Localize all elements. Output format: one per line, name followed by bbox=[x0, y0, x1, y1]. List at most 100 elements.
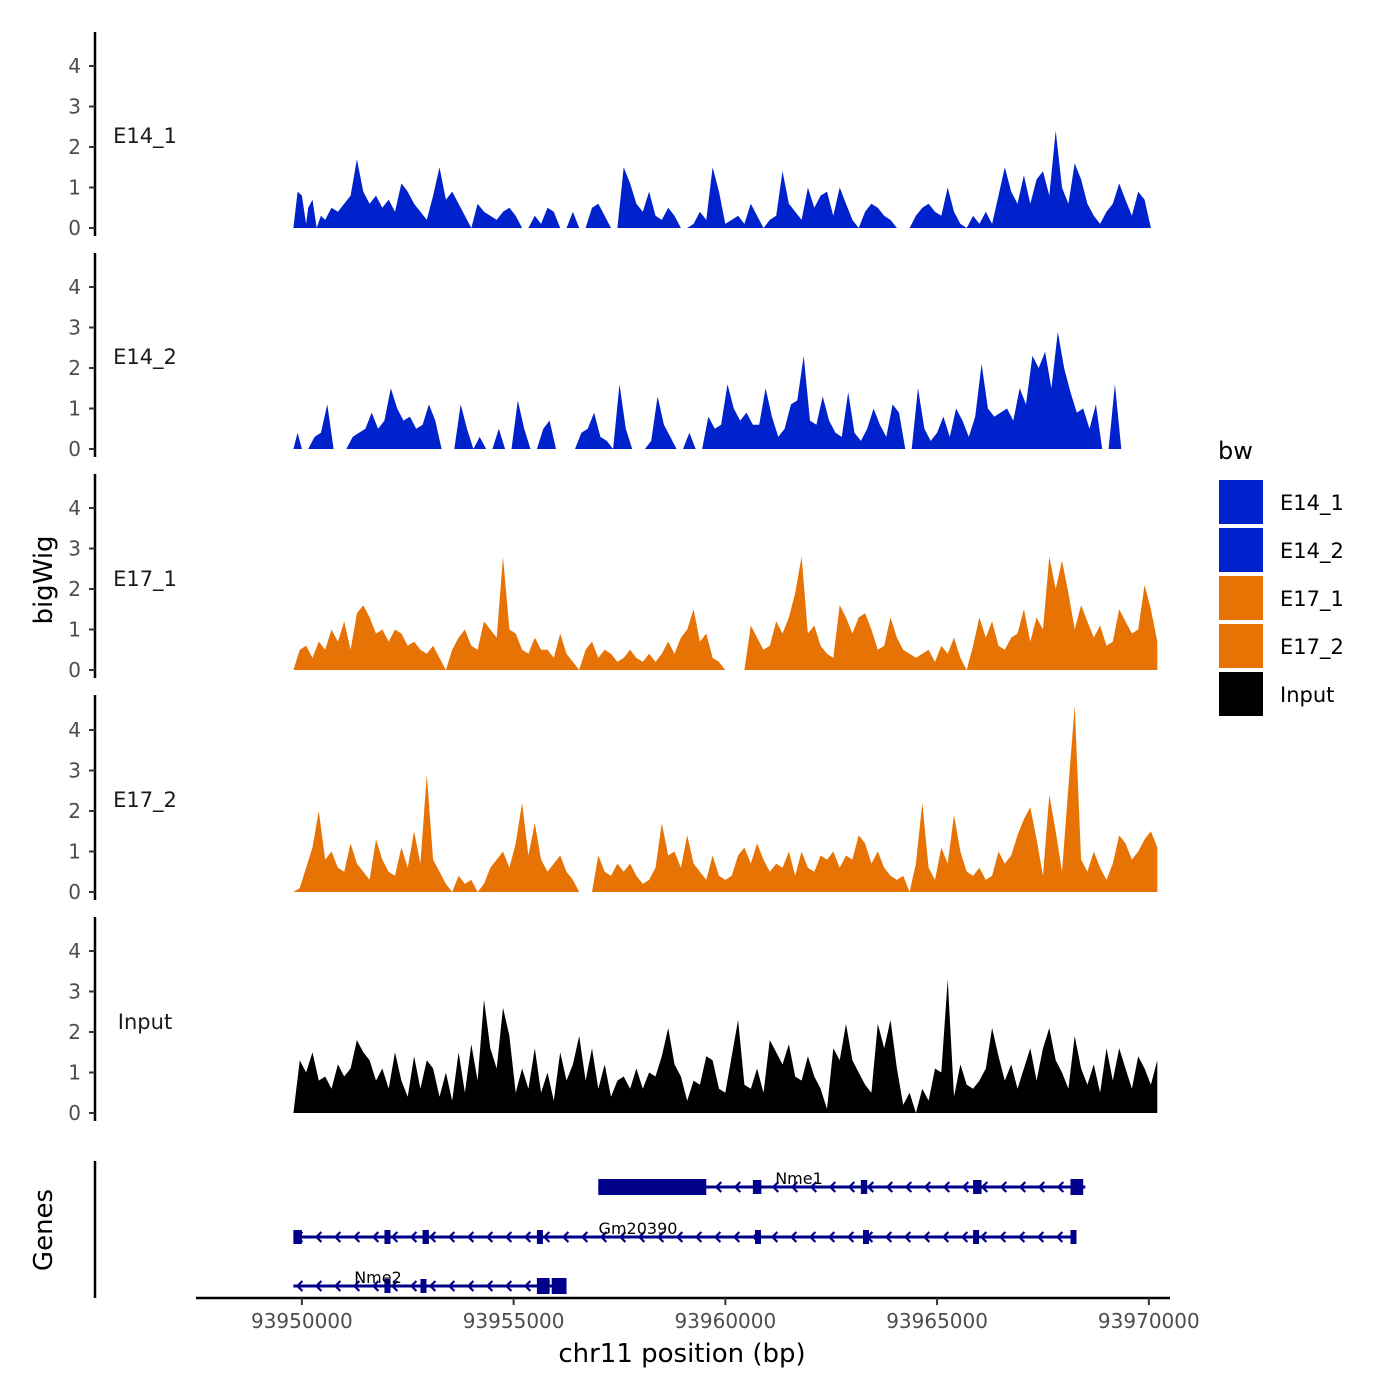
y-tick-label: 1 bbox=[68, 618, 81, 642]
legend-title: bw bbox=[1218, 437, 1253, 465]
strand-arrow bbox=[1037, 1181, 1046, 1193]
strand-arrow bbox=[999, 1181, 1008, 1193]
strand-arrow bbox=[637, 1231, 646, 1243]
strand-arrow bbox=[714, 1181, 723, 1193]
strand-arrow bbox=[371, 1231, 380, 1243]
strand-arrow bbox=[1056, 1181, 1065, 1193]
strand-arrow bbox=[980, 1181, 989, 1193]
strand-arrow bbox=[333, 1231, 342, 1243]
strand-arrow bbox=[885, 1181, 894, 1193]
strand-arrow bbox=[1018, 1181, 1027, 1193]
strand-arrow bbox=[790, 1181, 799, 1193]
y-tick-label: 1 bbox=[68, 176, 81, 200]
strand-arrow bbox=[485, 1280, 494, 1292]
strand-arrow bbox=[942, 1181, 951, 1193]
strand-arrow bbox=[694, 1231, 703, 1243]
gene-exon bbox=[598, 1179, 707, 1195]
gene-exon bbox=[862, 1230, 869, 1244]
y-tick-label: 3 bbox=[68, 980, 81, 1004]
gene-exon bbox=[384, 1230, 391, 1244]
y-tick-label: 2 bbox=[68, 799, 81, 823]
y-tick-label: 4 bbox=[68, 275, 81, 299]
tracks-layer: 0 1 2 3 4 E14_1 0 1 2 3 4 E14_2 0 1 2 3 4 E17_1 0 1 2 3 4 E17_2… bbox=[68, 32, 1158, 1125]
gene-gm20390: Gm20390 bbox=[293, 1219, 1077, 1244]
gene-nme2: Nme2 bbox=[293, 1268, 567, 1294]
strand-arrow bbox=[732, 1231, 741, 1243]
gene-nme1: Nme1 bbox=[598, 1169, 1086, 1195]
gene-exon bbox=[1070, 1230, 1077, 1244]
strand-arrow bbox=[523, 1280, 532, 1292]
strand-arrow bbox=[428, 1280, 437, 1292]
gene-exon bbox=[422, 1230, 429, 1244]
strand-arrow bbox=[390, 1280, 399, 1292]
strand-arrow bbox=[295, 1280, 304, 1292]
x-tick-label: 93965000 bbox=[886, 1309, 988, 1333]
y-tick-label: 0 bbox=[68, 880, 81, 904]
strand-arrow bbox=[561, 1231, 570, 1243]
strand-arrow bbox=[923, 1181, 932, 1193]
gene-exon bbox=[551, 1278, 567, 1294]
legend-label: E14_2 bbox=[1280, 539, 1344, 564]
strand-arrow bbox=[447, 1231, 456, 1243]
legend-swatch bbox=[1219, 528, 1263, 572]
track-area-e14-1 bbox=[293, 130, 1158, 228]
strand-arrow bbox=[961, 1181, 970, 1193]
strand-arrow bbox=[770, 1231, 779, 1243]
strand-arrow bbox=[808, 1231, 817, 1243]
strand-arrow bbox=[523, 1231, 532, 1243]
strand-arrow bbox=[447, 1280, 456, 1292]
strand-arrow bbox=[733, 1181, 742, 1193]
track-label: Input bbox=[118, 1010, 172, 1034]
strand-arrow bbox=[1017, 1231, 1026, 1243]
strand-arrow bbox=[713, 1231, 722, 1243]
strand-arrow bbox=[352, 1231, 361, 1243]
legend-label: E17_1 bbox=[1280, 587, 1344, 612]
track-e14-1: 0 1 2 3 4 E14_1 bbox=[68, 32, 1158, 240]
y-tick-label: 4 bbox=[68, 718, 81, 742]
gene-exon bbox=[973, 1230, 980, 1244]
track-e17-1: 0 1 2 3 4 E17_1 bbox=[68, 474, 1158, 682]
y-tick-label: 1 bbox=[68, 397, 81, 421]
x-tick-label: 93970000 bbox=[1098, 1309, 1200, 1333]
strand-arrow bbox=[789, 1231, 798, 1243]
y-tick-label: 0 bbox=[68, 216, 81, 240]
gene-exon bbox=[536, 1230, 543, 1244]
gene-exon bbox=[536, 1278, 550, 1294]
x-tick-label: 93955000 bbox=[463, 1309, 565, 1333]
track-area-e17-2 bbox=[293, 705, 1158, 892]
strand-arrow bbox=[409, 1280, 418, 1292]
strand-arrow bbox=[828, 1181, 837, 1193]
track-area-e17-1 bbox=[293, 556, 1158, 670]
strand-arrow bbox=[998, 1231, 1007, 1243]
strand-arrow bbox=[599, 1231, 608, 1243]
legend-label: Input bbox=[1280, 683, 1334, 707]
track-input: 0 1 2 3 4 Input bbox=[68, 917, 1158, 1125]
y-tick-label: 2 bbox=[68, 356, 81, 380]
gene-exon bbox=[752, 1180, 762, 1194]
x-axis-title: chr11 position (bp) bbox=[558, 1339, 805, 1369]
gene-exon bbox=[973, 1180, 982, 1194]
strand-arrow bbox=[960, 1231, 969, 1243]
strand-arrow bbox=[390, 1231, 399, 1243]
track-area-input bbox=[293, 979, 1158, 1113]
track-e14-2: 0 1 2 3 4 E14_2 bbox=[68, 253, 1158, 461]
strand-arrow bbox=[314, 1231, 323, 1243]
strand-arrow bbox=[314, 1280, 323, 1292]
track-area-e14-2 bbox=[293, 331, 1158, 449]
y-tick-label: 0 bbox=[68, 437, 81, 461]
strand-arrow bbox=[809, 1181, 818, 1193]
strand-arrow bbox=[827, 1231, 836, 1243]
y-tick-label: 4 bbox=[68, 496, 81, 520]
legend-label: E17_2 bbox=[1280, 635, 1344, 660]
y-axis-title: bigWig bbox=[29, 535, 59, 624]
strand-arrow bbox=[941, 1231, 950, 1243]
y-tick-label: 3 bbox=[68, 537, 81, 561]
axes-layer: 93950000 93955000 93960000 93965000 93970000 bbox=[196, 1296, 1200, 1333]
strand-arrow bbox=[485, 1231, 494, 1243]
strand-arrow bbox=[847, 1181, 856, 1193]
y-tick-label: 4 bbox=[68, 54, 81, 78]
legend-label: E14_1 bbox=[1280, 491, 1344, 516]
track-e17-2: 0 1 2 3 4 E17_2 bbox=[68, 695, 1158, 904]
y-tick-label: 2 bbox=[68, 135, 81, 159]
y-tick-label: 0 bbox=[68, 658, 81, 682]
